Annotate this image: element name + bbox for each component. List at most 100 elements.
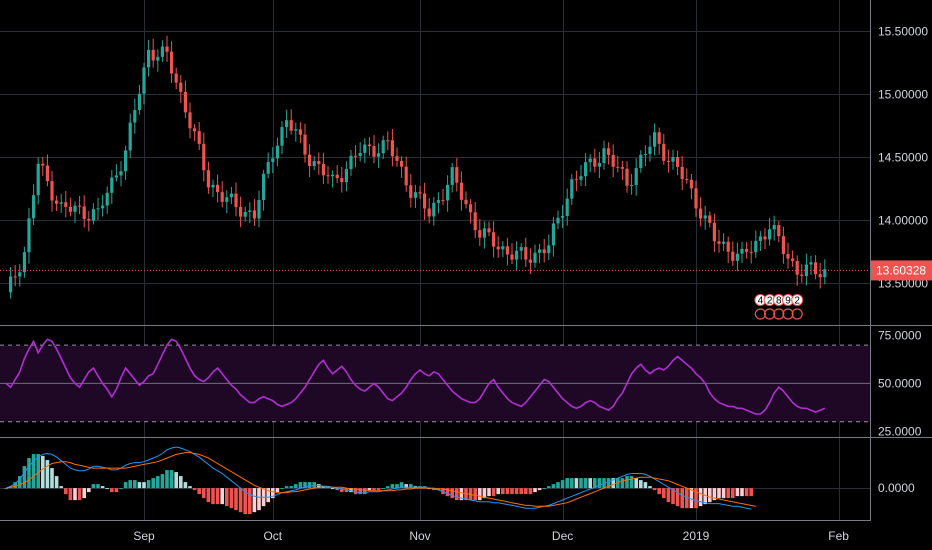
candle — [174, 67, 178, 90]
candle — [294, 122, 298, 142]
candle-body — [643, 154, 647, 156]
candle — [616, 156, 620, 173]
macd-histogram-bar — [708, 488, 712, 503]
candle-body — [735, 253, 739, 261]
time-tick-label: Sep — [133, 529, 155, 543]
macd-histogram-bar — [238, 488, 243, 513]
candle — [91, 203, 95, 225]
macd-histogram-bar — [257, 488, 261, 511]
candle — [344, 161, 348, 192]
candle-body — [27, 218, 31, 253]
candle-body — [349, 155, 353, 170]
candle — [400, 156, 404, 178]
macd-histogram-bar — [606, 478, 611, 489]
candle-body — [625, 168, 629, 186]
candle — [257, 190, 261, 228]
macd-histogram-bar — [114, 488, 119, 493]
candle-body — [556, 217, 560, 224]
candle-body — [685, 179, 689, 181]
macd-histogram-bar — [36, 454, 40, 489]
candle-body — [441, 200, 445, 202]
trade-marker-label: 9 — [785, 296, 791, 307]
candle-body — [239, 206, 243, 217]
candle — [524, 237, 528, 267]
candle — [607, 142, 611, 165]
candle-body — [492, 232, 496, 247]
candle — [354, 145, 358, 168]
macd-histogram-bar — [551, 484, 556, 489]
macd-histogram-bar — [514, 488, 519, 495]
candle-body — [699, 208, 703, 219]
candle — [50, 170, 54, 212]
macd-histogram-bar — [487, 488, 491, 497]
rsi-panel[interactable] — [0, 338, 870, 423]
macd-panel[interactable] — [4, 446, 756, 515]
candle — [749, 240, 753, 264]
candle — [386, 131, 390, 151]
candle-body — [602, 148, 606, 164]
candle — [496, 236, 500, 258]
candle — [409, 174, 413, 208]
candle-body — [9, 276, 13, 293]
macd-histogram-bar — [197, 488, 201, 495]
candle-body — [45, 165, 49, 182]
macd-histogram-bar — [31, 454, 36, 489]
macd-histogram-bar — [390, 484, 395, 489]
candle-body — [147, 49, 151, 68]
candle — [630, 173, 634, 195]
candle — [18, 264, 22, 287]
macd-histogram-bar — [73, 488, 77, 501]
candle-body — [340, 178, 344, 183]
macd-histogram-bar — [597, 478, 602, 489]
macd-histogram-bar — [133, 480, 137, 489]
macd-histogram-bar — [537, 488, 542, 491]
candle — [680, 156, 684, 191]
macd-histogram-bar — [731, 488, 735, 499]
candle — [390, 128, 394, 167]
macd-histogram-bar — [96, 484, 100, 489]
macd-histogram-bar — [142, 482, 146, 489]
candle — [243, 206, 247, 222]
macd-axis[interactable]: 0.0000 — [878, 481, 915, 495]
rsi-axis[interactable]: 75.0000 50.0000 25.0000 — [878, 329, 922, 439]
macd-histogram-bar — [87, 488, 91, 493]
price-tick-label: 14.50000 — [878, 150, 928, 164]
candle — [128, 113, 132, 159]
candle — [381, 135, 385, 160]
macd-histogram-bar — [652, 488, 657, 491]
candle — [620, 160, 624, 181]
candle — [643, 145, 647, 167]
candle — [685, 168, 689, 184]
macd-histogram-bar — [689, 488, 694, 509]
macd-histogram-bar — [570, 478, 574, 489]
candle-body — [501, 246, 505, 250]
candle-body — [188, 112, 192, 129]
time-axis[interactable]: Sep Oct Nov Dec 2019 Feb — [133, 529, 849, 543]
candle — [809, 255, 813, 275]
candle — [367, 137, 371, 156]
candle — [478, 219, 482, 246]
macd-histogram-bar — [685, 488, 689, 509]
candle — [694, 180, 698, 218]
macd-histogram-bar — [726, 488, 730, 499]
candle-body — [478, 230, 482, 238]
candle — [303, 123, 307, 163]
candle — [547, 234, 551, 261]
macd-histogram-bar — [215, 488, 220, 505]
macd-histogram-bar — [243, 488, 247, 515]
candle — [165, 35, 169, 63]
candle — [648, 135, 652, 162]
candle-body — [630, 185, 634, 187]
macd-histogram-bar — [450, 488, 454, 499]
candle-body — [565, 198, 569, 216]
candle-body — [574, 179, 578, 181]
macd-histogram-bar — [137, 482, 142, 489]
candle-body — [303, 134, 307, 155]
macd-histogram-bar — [675, 488, 680, 507]
candle-body — [758, 236, 762, 241]
candle-body — [248, 210, 252, 212]
candle — [216, 174, 220, 203]
